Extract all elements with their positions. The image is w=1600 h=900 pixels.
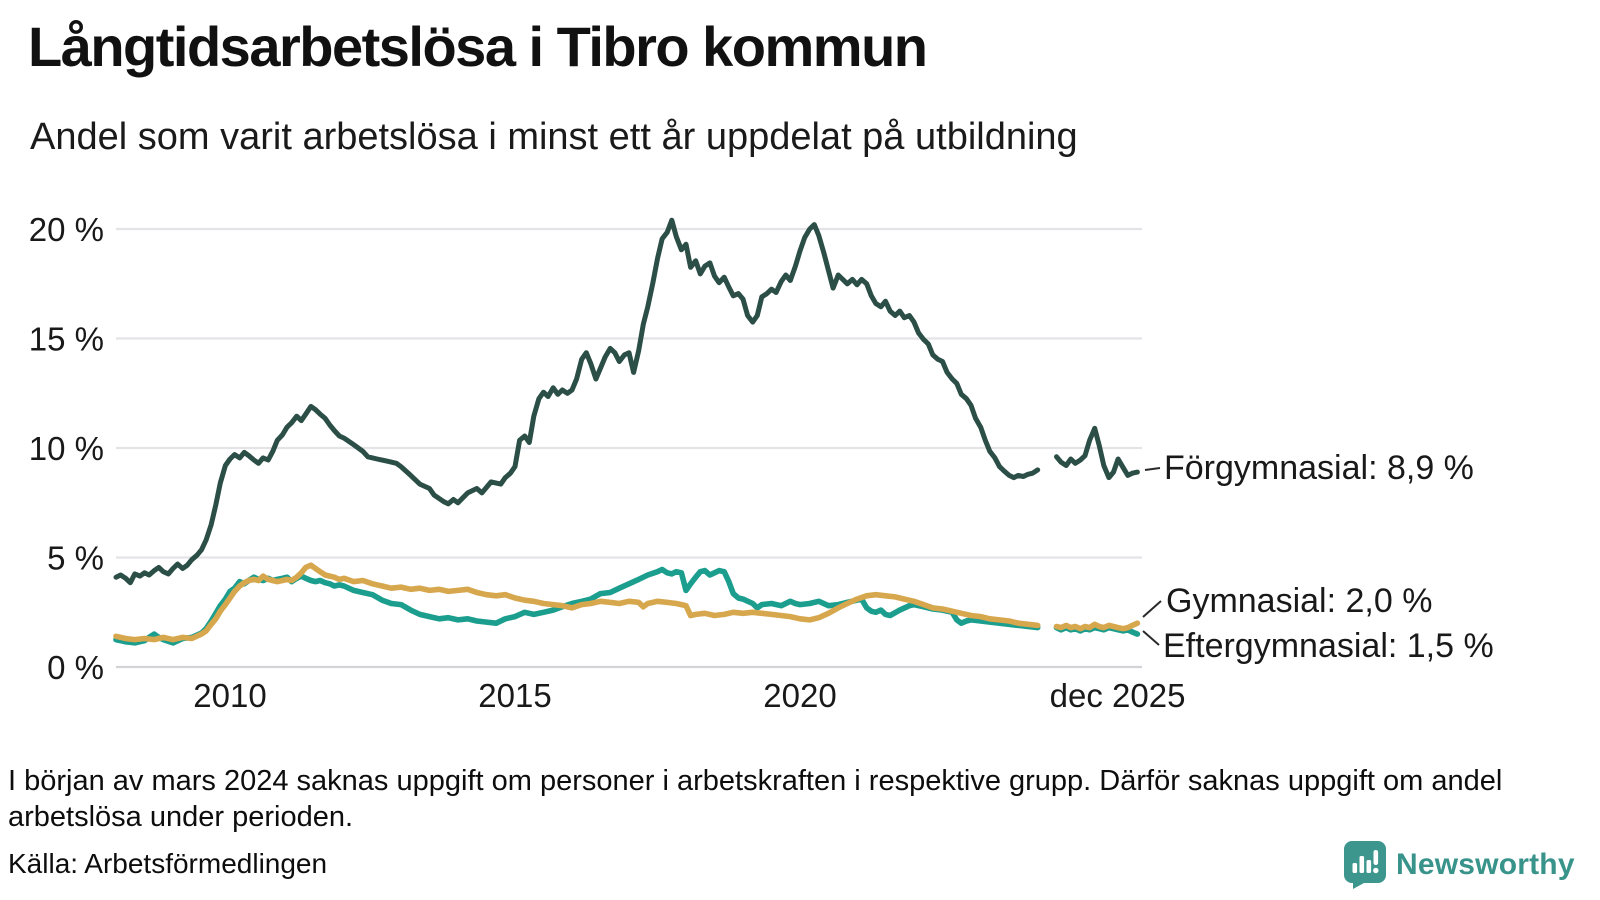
- x-tick-label: 2010: [193, 677, 266, 714]
- series-label-eftergymnasial: Eftergymnasial: 1,5 %: [1163, 627, 1494, 665]
- series-label-förgymnasial: Förgymnasial: 8,9 %: [1164, 449, 1474, 487]
- source-line: Källa: Arbetsförmedlingen: [8, 848, 328, 879]
- page-subtitle: Andel som varit arbetslösa i minst ett å…: [30, 116, 1078, 158]
- x-tick-label: dec 2025: [1050, 677, 1186, 714]
- series-label-gymnasial: Gymnasial: 2,0 %: [1166, 582, 1432, 620]
- x-tick-label: 2015: [478, 677, 551, 714]
- footnote-text: I början av mars 2024 saknas uppgift om …: [8, 765, 1503, 834]
- series-line-förgymnasial-after-gap: [1054, 425, 1140, 481]
- page-title: Långtidsarbetslösa i Tibro kommun: [28, 15, 928, 78]
- label-leader-gymnasial: [1142, 600, 1162, 618]
- line-chart: 0 % 5 % 10 % 15 % 20 % 2010 2015 2020 dec 2025 Fö…: [29, 211, 1494, 714]
- y-tick-label: 15 %: [29, 321, 104, 358]
- y-tick-label: 0 %: [47, 649, 104, 686]
- logo-text: Newsworthy: [1396, 847, 1575, 881]
- label-leader-eftergymnasial: [1142, 630, 1160, 646]
- label-leader-förgymnasial: [1144, 467, 1161, 471]
- y-tick-label: 5 %: [47, 540, 104, 577]
- series-line-gymnasial-after-gap: [1053, 620, 1141, 632]
- series-line-förgymnasial: [113, 217, 1041, 586]
- bar-chart-speech-bubble-icon: [1343, 840, 1387, 889]
- newsworthy-logo: Newsworthy: [1343, 840, 1575, 889]
- y-tick-label: 20 %: [29, 211, 104, 248]
- series-line-gymnasial: [113, 562, 1041, 643]
- x-tick-label: 2020: [763, 677, 836, 714]
- y-tick-label: 10 %: [29, 430, 104, 467]
